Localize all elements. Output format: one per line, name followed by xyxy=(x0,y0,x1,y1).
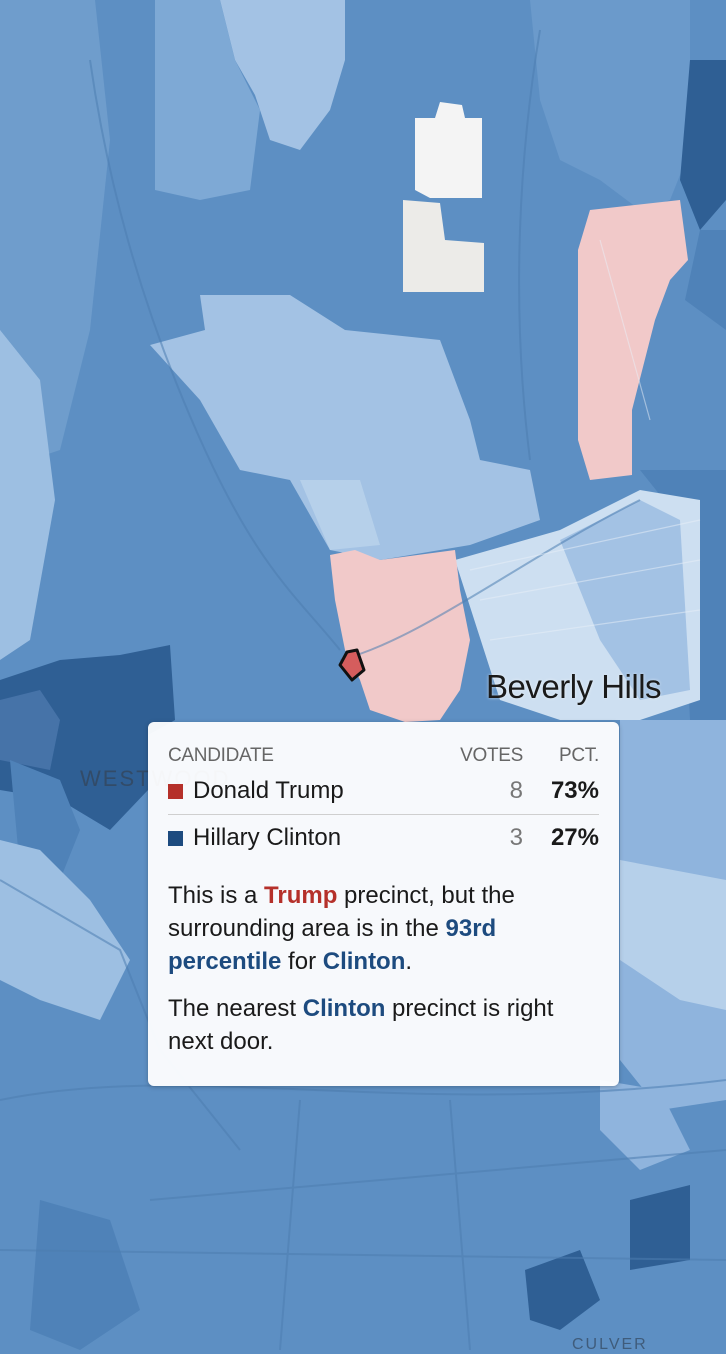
candidate-name: Hillary Clinton xyxy=(193,824,342,851)
trump-precinct-area xyxy=(578,200,688,480)
vote-count: 8 xyxy=(509,777,523,804)
result-row-trump: Donald Trump 8 73% xyxy=(168,768,599,815)
precinct-area xyxy=(640,470,726,720)
header-pct: PCT. xyxy=(559,745,599,766)
precinct-area xyxy=(0,690,60,770)
result-row-clinton: Hillary Clinton 3 27% xyxy=(168,815,599,861)
vote-percent: 27% xyxy=(550,824,599,851)
precinct-area xyxy=(680,60,726,230)
vote-count: 3 xyxy=(509,824,523,851)
precinct-description: This is a Trump precinct, but the surrou… xyxy=(168,879,599,1058)
precinct-area xyxy=(300,480,380,550)
precinct-area xyxy=(630,1185,690,1270)
precinct-area xyxy=(600,1080,690,1170)
candidate-name: Donald Trump xyxy=(193,777,344,804)
description-paragraph-1: This is a Trump precinct, but the surrou… xyxy=(168,882,515,975)
streets xyxy=(0,29,726,1350)
precinct-area xyxy=(0,330,55,660)
header-candidate: CANDIDATE xyxy=(168,745,274,766)
clinton-color-swatch xyxy=(168,830,183,846)
selected-precinct[interactable] xyxy=(338,648,366,682)
header-votes: VOTES xyxy=(460,745,523,766)
precinct-area xyxy=(685,230,726,330)
precinct-area xyxy=(0,0,110,470)
precinct-area xyxy=(150,295,540,560)
streets xyxy=(469,239,701,641)
precinct-area xyxy=(30,1200,140,1350)
precinct-tooltip: CANDIDATE VOTES PCT. Donald Trump 8 73% … xyxy=(148,722,619,1086)
precinct-area xyxy=(560,500,690,700)
precinct-area xyxy=(620,860,726,1010)
precinct-area xyxy=(530,0,690,210)
precinct-area xyxy=(525,1250,600,1330)
precinct-area xyxy=(220,0,345,150)
precinct-area xyxy=(155,0,260,200)
trump-color-swatch xyxy=(168,783,183,799)
place-label-culver: CULVER xyxy=(572,1336,648,1353)
description-paragraph-2: The nearest Clinton precinct is right ne… xyxy=(168,995,554,1055)
precinct-area xyxy=(0,840,130,1020)
no-data-area xyxy=(415,102,482,198)
vote-percent: 73% xyxy=(550,777,599,804)
no-data-area xyxy=(403,200,484,292)
place-label-beverly-hills: Beverly Hills xyxy=(486,668,662,705)
results-table-header: CANDIDATE VOTES PCT. xyxy=(168,744,599,768)
